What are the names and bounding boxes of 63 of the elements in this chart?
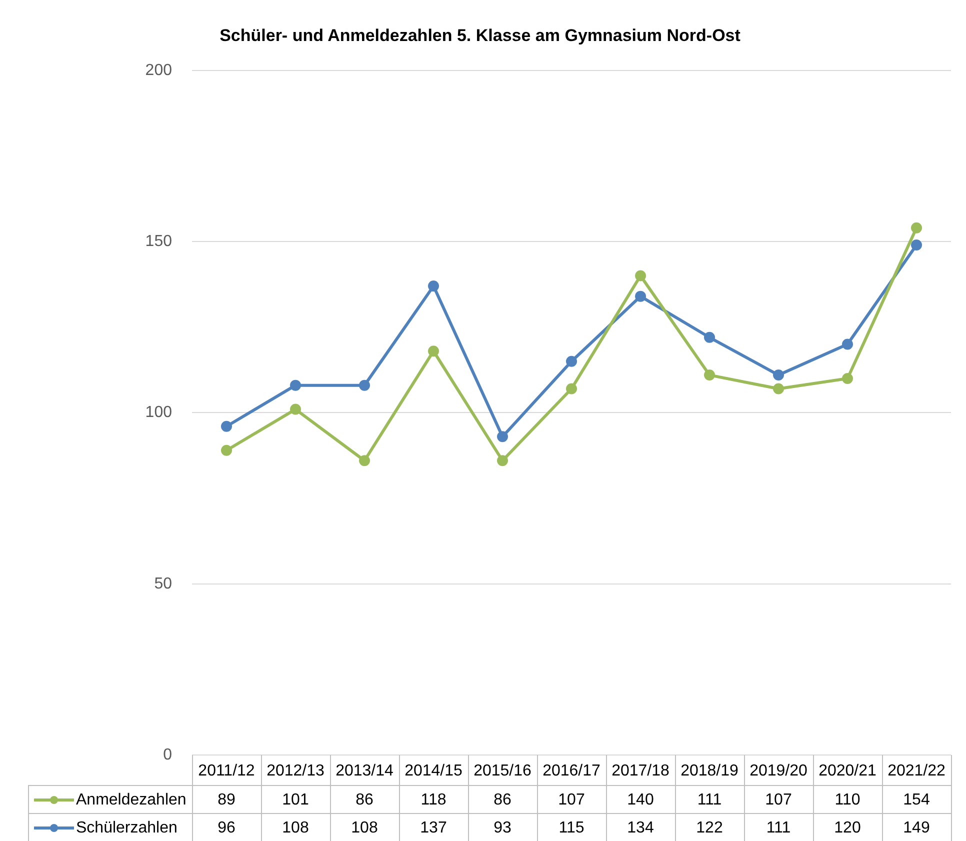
- data-label: 89: [218, 791, 236, 808]
- data-label: 110: [834, 791, 860, 808]
- x-tick-label: 2018/19: [680, 762, 739, 780]
- data-label: 107: [558, 791, 585, 808]
- y-tick-label: 200: [145, 62, 172, 79]
- x-tick-label: 2019/20: [750, 762, 808, 780]
- data-label: 149: [903, 819, 930, 836]
- point: [221, 444, 232, 456]
- x-tick-label: 2011/12: [198, 762, 255, 780]
- x-tick-label: 2021/22: [888, 762, 946, 780]
- data-label: 134: [627, 819, 654, 836]
- point: [359, 380, 370, 391]
- data-label: 107: [765, 791, 792, 808]
- point: [773, 383, 784, 394]
- data-label: 111: [697, 791, 722, 808]
- data-label: 111: [766, 819, 791, 836]
- x-tick-label: 2017/18: [612, 762, 670, 780]
- data-label: 137: [420, 819, 447, 836]
- data-label: 96: [218, 819, 236, 836]
- x-tick-label: 2012/13: [266, 762, 325, 780]
- point: [428, 280, 439, 292]
- point: [221, 420, 232, 432]
- point: [635, 270, 646, 282]
- data-label: 122: [696, 819, 723, 836]
- point: [773, 370, 784, 381]
- point: [911, 222, 922, 234]
- x-tick-label: 2014/15: [404, 762, 463, 780]
- data-label: 108: [282, 819, 309, 836]
- point: [566, 356, 577, 367]
- data-label: 118: [420, 791, 446, 808]
- point: [566, 383, 577, 394]
- x-tick-label: 2020/21: [818, 762, 877, 780]
- data-label: 108: [351, 819, 378, 836]
- data-label: 93: [494, 819, 512, 836]
- y-tick-label: 50: [154, 575, 172, 592]
- x-tick-label: 2015/16: [474, 762, 532, 780]
- point: [911, 239, 922, 250]
- y-tick-label: 100: [145, 404, 172, 422]
- data-label: 101: [282, 791, 309, 808]
- data-label: 154: [903, 791, 930, 808]
- point: [842, 338, 853, 350]
- legend-label: Anmeldezahlen: [76, 791, 186, 808]
- point: [704, 332, 715, 343]
- data-label: 120: [834, 819, 861, 836]
- y-tick-label: 150: [145, 232, 172, 250]
- point: [497, 455, 508, 466]
- point: [635, 290, 646, 302]
- point: [290, 380, 301, 391]
- y-tick-label: 0: [163, 746, 172, 764]
- x-tick-label: 2013/14: [336, 762, 394, 780]
- point: [704, 370, 715, 381]
- data-label: 86: [494, 791, 512, 808]
- point: [497, 431, 508, 442]
- data-label: 115: [558, 819, 584, 836]
- point: [428, 346, 439, 357]
- point: [290, 404, 301, 415]
- point: [842, 372, 853, 384]
- legend-label: Schülerzahlen: [76, 819, 178, 836]
- point: [359, 455, 370, 466]
- data-label: 86: [356, 791, 374, 808]
- chart-title: Schüler- und Anmeldezahlen 5. Klasse am Gymnasium Nord-Ost: [220, 26, 741, 45]
- data-label: 140: [627, 791, 654, 808]
- x-tick-label: 2016/17: [542, 762, 601, 780]
